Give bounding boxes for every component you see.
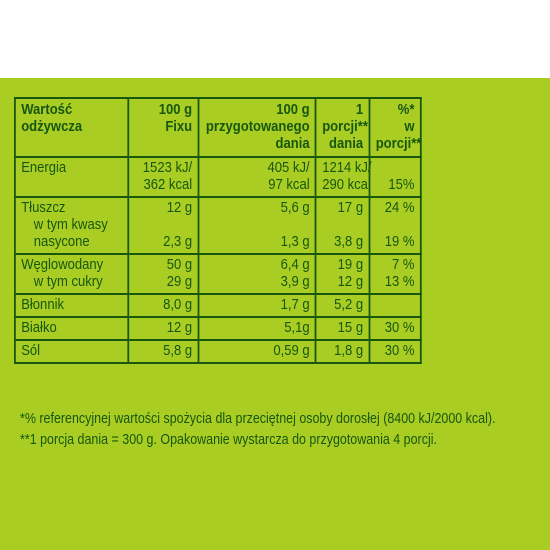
sol-pct: 30 % (368, 339, 422, 364)
tluszcz-portion-value: 17 g (337, 200, 364, 216)
label-bialko: Białko (14, 316, 130, 341)
header-portion-line2: porcji** (322, 119, 368, 135)
label-sol: Sól (14, 339, 130, 364)
kwasy-fix-value: 2,3 g (163, 234, 193, 250)
header-dish-line1: 100 g (276, 102, 310, 118)
header-per-portion: 1 porcji** dania (315, 97, 371, 158)
tluszcz-label: Tłuszcz (21, 200, 66, 216)
row-energia: Energia 1523 kJ/ 362 kcal 405 kJ/ 97 kca… (14, 156, 422, 198)
sol-dish: 0,59 g (197, 339, 317, 364)
energia-dish-kj: 405 kJ/ (267, 160, 310, 176)
header-pct-line1: %* (397, 102, 415, 118)
sol-portion: 1,8 g (315, 339, 371, 364)
blonnik-fix: 8,0 g (127, 293, 200, 318)
nutrition-table: Wartość odżywcza 100 g Fixu 100 g przygo… (14, 97, 422, 364)
tluszcz-pct-value: 24 % (384, 200, 415, 216)
footnotes: *% referencyjnej wartości spożycia dla p… (20, 409, 496, 451)
weglowodany-portion-value: 19 g (337, 257, 364, 273)
header-portion-line3: dania (329, 136, 364, 152)
label-blonnik: Błonnik (14, 293, 130, 318)
energia-portion: 1214 kJ/ 290 kcal (315, 156, 372, 198)
sol-fix: 5,8 g (127, 339, 200, 364)
tluszcz-pct: 24 % 19 % (368, 196, 422, 255)
kwasy-portion-value: 3,8 g (334, 234, 364, 250)
tluszcz-dish-value: 5,6 g (280, 200, 310, 216)
header-fix-line1: 100 g (158, 102, 193, 118)
row-sol: Sól 5,8 g 0,59 g 1,8 g 30 % (14, 339, 422, 364)
energia-portion-kcal: 290 kcal (322, 177, 371, 193)
weglowodany-fix-value: 50 g (166, 257, 193, 273)
energia-dish-kcal: 97 kcal (268, 177, 310, 193)
row-blonnik: Błonnik 8,0 g 1,7 g 5,2 g (14, 293, 422, 318)
cukry-pct-value: 13 % (384, 274, 415, 290)
header-per-100g-fix: 100 g Fixu (127, 97, 200, 158)
cukry-portion-value: 12 g (337, 274, 364, 290)
footnote-reference-intake: *% referencyjnej wartości spożycia dla p… (20, 411, 496, 427)
header-dish-line3: dania (275, 136, 310, 152)
energia-dish: 405 kJ/ 97 kcal (197, 156, 317, 198)
weglowodany-dish: 6,4 g 3,9 g (197, 253, 317, 295)
energia-portion-kj: 1214 kJ/ (322, 160, 372, 176)
bialko-fix: 12 g (127, 316, 200, 341)
header-percent-ri: %* w porcji** (368, 97, 422, 158)
weglowodany-fix: 50 g 29 g (127, 253, 200, 295)
tluszcz-fix-value: 12 g (166, 200, 193, 216)
kwasy-dish-value: 1,3 g (280, 234, 310, 250)
kwasy-pct-value: 19 % (384, 234, 415, 250)
weglowodany-dish-value: 6,4 g (280, 257, 310, 273)
cukry-fix-value: 29 g (166, 274, 193, 290)
header-nutrient: Wartość odżywcza (14, 97, 130, 158)
header-row: Wartość odżywcza 100 g Fixu 100 g przygo… (14, 97, 422, 158)
blonnik-dish: 1,7 g (197, 293, 317, 318)
bialko-dish: 5,1g (197, 316, 317, 341)
header-pct-line3: porcji** (375, 136, 422, 152)
bialko-pct: 30 % (368, 316, 422, 341)
energia-pct-value: 15% (388, 177, 415, 193)
header-fix-line2: Fixu (165, 119, 193, 135)
header-portion-line1: 1 (355, 102, 364, 118)
weglowodany-pct-value: 7 % (392, 257, 415, 273)
tluszcz-dish: 5,6 g 1,3 g (197, 196, 317, 255)
header-per-100g-dish: 100 g przygotowanego dania (197, 97, 317, 158)
tluszcz-fix: 12 g 2,3 g (127, 196, 200, 255)
energia-fix: 1523 kJ/ 362 kcal (127, 156, 200, 198)
header-pct-line2: w (404, 119, 415, 135)
row-tluszcz: Tłuszcz w tym kwasy nasycone 12 g 2,3 g … (14, 196, 422, 255)
energia-fix-kcal: 362 kcal (143, 177, 193, 193)
weglowodany-portion: 19 g 12 g (315, 253, 371, 295)
label-tluszcz: Tłuszcz w tym kwasy nasycone (14, 196, 130, 255)
blonnik-portion: 5,2 g (315, 293, 371, 318)
row-bialko: Białko 12 g 5,1g 15 g 30 % (14, 316, 422, 341)
footnote-portion-size: **1 porcja dania = 300 g. Opakowanie wys… (20, 432, 437, 448)
cukry-label: w tym cukry (33, 274, 103, 290)
weglowodany-pct: 7 % 13 % (368, 253, 422, 295)
label-weglowodany: Węglowodany w tym cukry (14, 253, 130, 295)
cukry-dish-value: 3,9 g (280, 274, 310, 290)
energia-fix-kj: 1523 kJ/ (142, 160, 193, 176)
tluszcz-portion: 17 g 3,8 g (315, 196, 371, 255)
label-energia: Energia (14, 156, 130, 198)
header-nutrient-line1: Wartość (21, 102, 73, 118)
header-nutrient-line2: odżywcza (21, 119, 83, 135)
header-dish-line2: przygotowanego (205, 119, 310, 135)
row-weglowodany: Węglowodany w tym cukry 50 g 29 g 6,4 g … (14, 253, 422, 295)
energia-pct: 15% (368, 156, 422, 198)
bialko-portion: 15 g (315, 316, 371, 341)
kwasy-label-line2: nasycone (33, 234, 90, 250)
kwasy-label-line1: w tym kwasy (33, 217, 108, 233)
blonnik-pct (368, 293, 422, 318)
weglowodany-label: Węglowodany (21, 257, 104, 273)
